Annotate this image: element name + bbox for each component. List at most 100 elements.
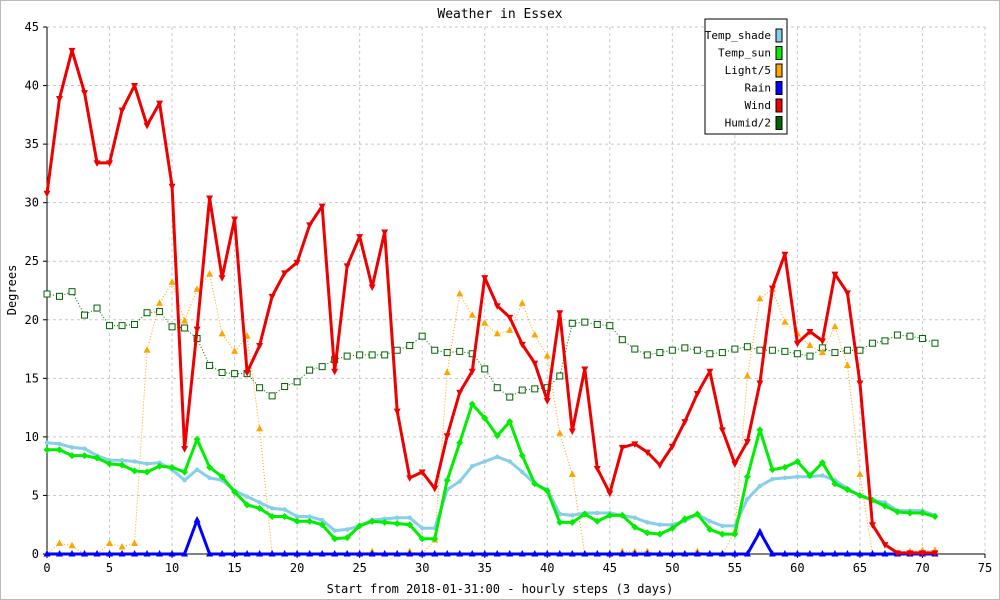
data-point-light-5 [818,348,826,356]
data-point-rain [393,550,401,557]
data-point-humid-2 [506,393,514,401]
data-point-rain [656,550,664,557]
data-point-temp-sun [906,509,914,517]
data-point-humid-2 [431,346,439,354]
data-point-humid-2 [368,351,376,359]
data-point-temp-sun [881,502,889,510]
data-point-humid-2 [231,370,239,378]
data-point-temp-sun [131,467,139,475]
data-point-temp-sun [668,524,676,532]
data-point-rain [481,550,489,557]
data-point-humid-2 [706,350,714,358]
data-point-wind [593,466,601,473]
data-point-wind [93,160,101,167]
data-point-wind [43,190,51,198]
data-point-rain [243,550,251,557]
data-point-wind [743,439,751,446]
data-point-wind [568,428,576,436]
data-point-wind [368,284,376,291]
data-point-rain [506,550,514,557]
data-point-humid-2 [393,346,401,354]
data-point-humid-2 [406,342,414,350]
data-point-temp-shade [307,514,312,519]
data-point-rain [818,550,826,557]
data-point-rain [56,550,64,557]
data-point-humid-2 [856,346,864,354]
data-point-temp-sun [468,400,476,408]
data-point-rain [556,550,564,557]
data-point-rain [781,550,789,557]
data-point-temp-sun [656,530,664,538]
data-point-temp-sun [206,463,214,471]
data-point-humid-2 [43,290,51,298]
data-point-humid-2 [218,368,226,376]
data-point-temp-sun [218,473,226,481]
data-point-wind [856,380,864,388]
data-point-rain [793,550,801,557]
data-point-rain [306,550,314,557]
x-tick-label: 55 [728,561,742,575]
series-temp-sun [43,400,939,543]
data-point-wind [356,234,364,241]
data-point-temp-shade [595,510,600,516]
data-point-rain [831,550,839,557]
x-tick-label: 50 [665,561,679,575]
data-point-humid-2 [181,324,189,332]
data-point-rain [718,550,726,557]
data-point-wind [731,461,739,468]
data-point-temp-sun [818,459,826,467]
data-point-rain [468,550,476,557]
legend-swatch [775,98,783,113]
data-point-temp-sun [43,446,51,454]
data-point-temp-sun [281,513,289,521]
data-point-temp-shade [244,494,250,499]
data-point-rain [568,550,576,557]
x-tick-label: 65 [853,561,867,575]
x-axis-label: Start from 2018-01-31:00 - hourly steps … [327,582,674,596]
data-point-wind [818,338,826,345]
data-point-temp-shade [132,459,137,464]
data-point-wind [118,107,126,115]
data-point-light-5 [118,542,126,550]
chart-title: Weather in Essex [437,7,562,22]
data-point-wind [381,229,389,236]
data-point-wind [443,433,451,440]
data-point-light-5 [168,278,176,285]
data-point-rain [406,550,414,557]
data-point-humid-2 [693,346,701,354]
data-point-temp-sun [893,508,901,516]
data-point-rain [843,550,851,557]
data-point-temp-sun [393,520,401,528]
data-point-light-5 [781,318,789,325]
data-point-temp-shade [44,440,50,445]
data-point-humid-2 [356,351,364,359]
data-point-temp-sun [356,522,364,530]
data-point-temp-sun [193,435,201,443]
data-point-temp-shade [557,511,562,517]
data-point-rain [706,550,714,557]
data-point-rain [806,550,814,557]
data-point-temp-sun [68,452,76,460]
data-point-humid-2 [568,319,576,327]
data-point-wind [893,550,901,557]
data-point-humid-2 [256,384,264,392]
data-point-temp-sun [306,517,314,525]
x-tick-label: 15 [227,561,241,575]
data-point-temp-shade [495,454,500,459]
data-point-rain [731,550,739,557]
data-point-humid-2 [918,335,926,343]
data-point-rain [693,550,701,557]
data-point-wind [156,100,164,108]
data-point-wind [231,216,239,224]
legend-label: Temp_shade [705,29,771,42]
data-point-light-5 [481,319,489,326]
data-point-rain [181,550,189,557]
data-point-temp-shade [507,459,512,464]
data-point-light-5 [443,368,451,375]
data-point-rain [543,550,551,557]
data-point-wind [193,326,201,334]
data-point-light-5 [831,322,839,330]
data-point-light-5 [143,346,151,353]
data-point-rain [631,550,639,557]
